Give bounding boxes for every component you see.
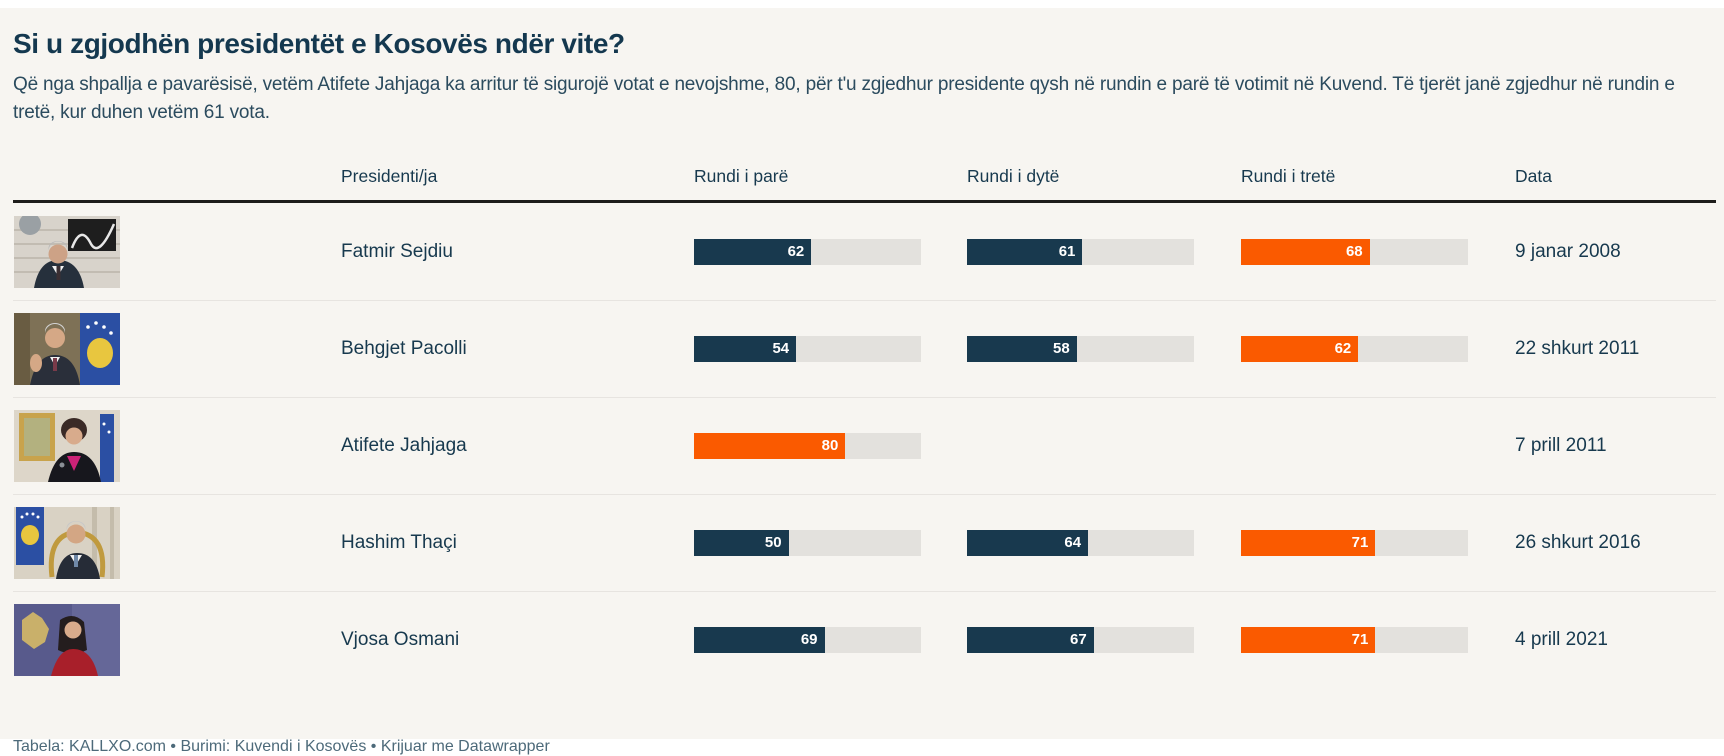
vote-bar-round-3: 68: [1241, 238, 1468, 265]
president-name: Hashim Thaçi: [341, 532, 457, 553]
vote-count: 64: [1064, 534, 1082, 551]
president-photo-cell: [13, 410, 341, 482]
vote-bar-round-3: 62: [1241, 336, 1468, 362]
vote-bar-fill: 71: [1241, 530, 1376, 556]
president-photo-cell: [13, 215, 341, 288]
vote-bar-fill: 68: [1241, 238, 1370, 265]
vote-bar-round-1: 50: [694, 530, 921, 556]
column-header-president: Presidenti/ja: [341, 166, 438, 186]
cell-round-3: 71: [1241, 627, 1515, 653]
vote-bar-fill: 61: [967, 238, 1083, 265]
president-name: Atifete Jahjaga: [341, 435, 467, 456]
cell-round-2: 61: [967, 238, 1241, 265]
president-photo-cell: [13, 507, 341, 579]
vote-bar-round-1: 54: [694, 336, 921, 362]
election-date: 26 shkurt 2016: [1515, 532, 1641, 553]
vote-bar-fill: 69: [694, 627, 825, 653]
cell-round-1: 62: [694, 238, 967, 265]
page-title: Si u zgjodhën presidentët e Kosovës ndër…: [13, 28, 625, 59]
vote-bar-round-2: 58: [967, 336, 1194, 362]
cell-round-3: [1241, 433, 1515, 459]
table-row: Hashim Thaçi 50 64 71 26 shkurt 2016: [13, 494, 1716, 591]
election-date: 22 shkurt 2011: [1515, 338, 1640, 359]
top-strip: [0, 0, 1724, 8]
vote-count: 80: [821, 437, 839, 454]
vote-bar-fill: 62: [694, 238, 812, 265]
table-body: Fatmir Sejdiu 62 61 68 9 janar 2008: [13, 203, 1724, 688]
cell-round-1: 50: [694, 530, 967, 556]
cell-round-3: 68: [1241, 238, 1515, 265]
president-name: Fatmir Sejdiu: [341, 240, 453, 262]
table-row: Behgjet Pacolli 54 58 62 22 shkurt 2011: [13, 300, 1716, 397]
vote-count: 61: [1058, 242, 1076, 260]
vote-count: 54: [772, 340, 790, 357]
vote-bar-round-1: 62: [694, 238, 921, 265]
vote-count: 67: [1070, 631, 1087, 648]
cell-round-2: [967, 433, 1241, 459]
president-photo-cell: [13, 604, 341, 676]
vote-count: 71: [1351, 631, 1369, 648]
election-date: 7 prill 2011: [1515, 435, 1607, 456]
vote-count: 68: [1345, 242, 1363, 260]
vote-bar-round-3: 71: [1241, 627, 1468, 653]
photo-image: [14, 410, 120, 482]
photo-atifete-jahjaga: [14, 410, 120, 482]
photo-hashim-thaci: [14, 507, 120, 579]
cell-round-1: 54: [694, 336, 967, 362]
photo-vjosa-osmani: [14, 604, 120, 676]
vote-bar-fill: 50: [694, 530, 789, 556]
vote-bar-round-1: 69: [694, 627, 921, 653]
cell-round-2: 58: [967, 336, 1241, 362]
photo-image: [14, 215, 120, 288]
election-date: 4 prill 2021: [1515, 629, 1608, 650]
column-header-round3: Rundi i tretë: [1241, 166, 1336, 186]
vote-count: 71: [1351, 534, 1369, 551]
photo-image: [14, 507, 120, 579]
vote-count: 69: [800, 631, 818, 648]
cell-round-3: 71: [1241, 530, 1515, 556]
footer-caption: Tabela: KALLXO.com • Burimi: Kuvendi i K…: [13, 738, 550, 755]
vote-count: 62: [1334, 340, 1352, 357]
table-row: Vjosa Osmani 69 67 71 4 prill 2021: [13, 591, 1716, 688]
vote-count: 58: [1053, 340, 1070, 357]
cell-round-1: 69: [694, 627, 967, 653]
election-date: 9 janar 2008: [1515, 240, 1621, 262]
column-header-date: Data: [1515, 166, 1552, 186]
vote-bar-fill: 62: [1241, 336, 1359, 362]
photo-image: [14, 604, 120, 676]
photo-image: [14, 313, 120, 385]
cell-round-2: 67: [967, 627, 1241, 653]
vote-count: 50: [764, 534, 782, 551]
photo-behgjet-pacolli: [14, 313, 120, 385]
cell-round-1: 80: [694, 433, 967, 459]
vote-bar-round-2: 67: [967, 627, 1194, 653]
column-header-round2: Rundi i dytë: [967, 166, 1060, 186]
table-row: Atifete Jahjaga 80 7 prill 2011: [13, 397, 1716, 494]
photo-fatmir-sejdiu: [14, 215, 120, 288]
vote-count: 62: [787, 242, 805, 260]
president-photo-cell: [13, 313, 341, 385]
chart-description: Që nga shpallja e pavarësisë, vetëm Atif…: [13, 74, 1675, 123]
table-header-row: Presidenti/ja Rundi i parë Rundi i dytë …: [13, 153, 1716, 203]
vote-bar-round-1: 80: [694, 433, 921, 459]
vote-bar-fill: 64: [967, 530, 1089, 556]
president-name: Behgjet Pacolli: [341, 338, 467, 359]
vote-bar-fill: 54: [694, 336, 797, 362]
column-header-round1: Rundi i parë: [694, 166, 789, 186]
table-row: Fatmir Sejdiu 62 61 68 9 janar 2008: [13, 203, 1716, 300]
cell-round-2: 64: [967, 530, 1241, 556]
vote-bar-round-2: 64: [967, 530, 1194, 556]
chart-canvas: Si u zgjodhën presidentët e Kosovës ndër…: [0, 8, 1724, 755]
vote-bar-fill: 71: [1241, 627, 1376, 653]
vote-bar-fill: 67: [967, 627, 1094, 653]
president-name: Vjosa Osmani: [341, 629, 460, 650]
vote-bar-round-2: 61: [967, 238, 1194, 265]
vote-bar-fill: 58: [967, 336, 1077, 362]
vote-bar-fill: 80: [694, 433, 846, 459]
cell-round-3: 62: [1241, 336, 1515, 362]
vote-bar-round-3: 71: [1241, 530, 1468, 556]
